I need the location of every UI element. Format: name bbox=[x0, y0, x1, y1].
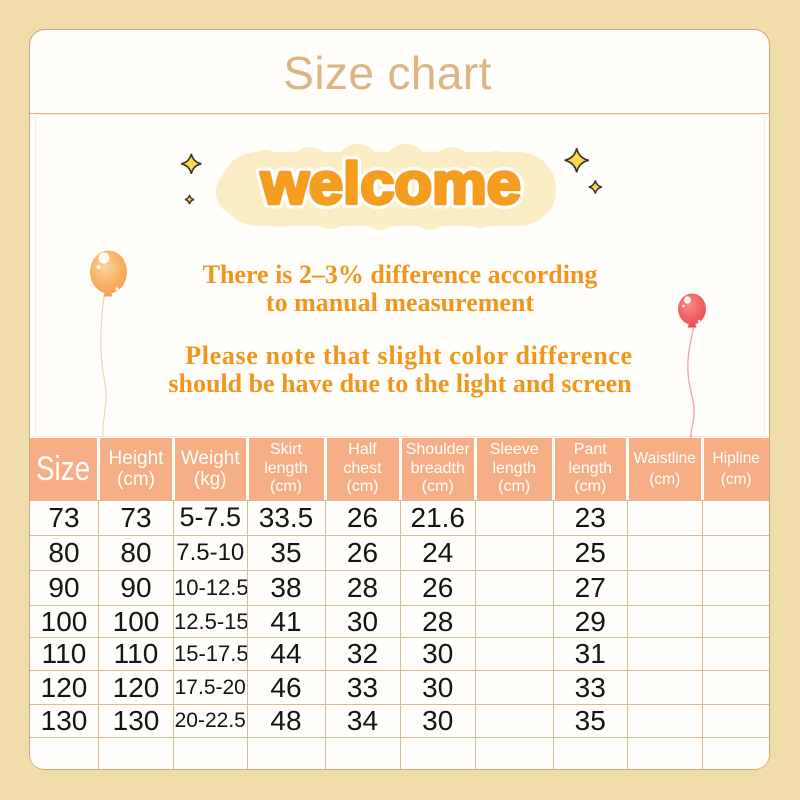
svg-text:welcome: welcome bbox=[260, 152, 521, 217]
svg-text:welcome: welcome bbox=[260, 152, 521, 217]
